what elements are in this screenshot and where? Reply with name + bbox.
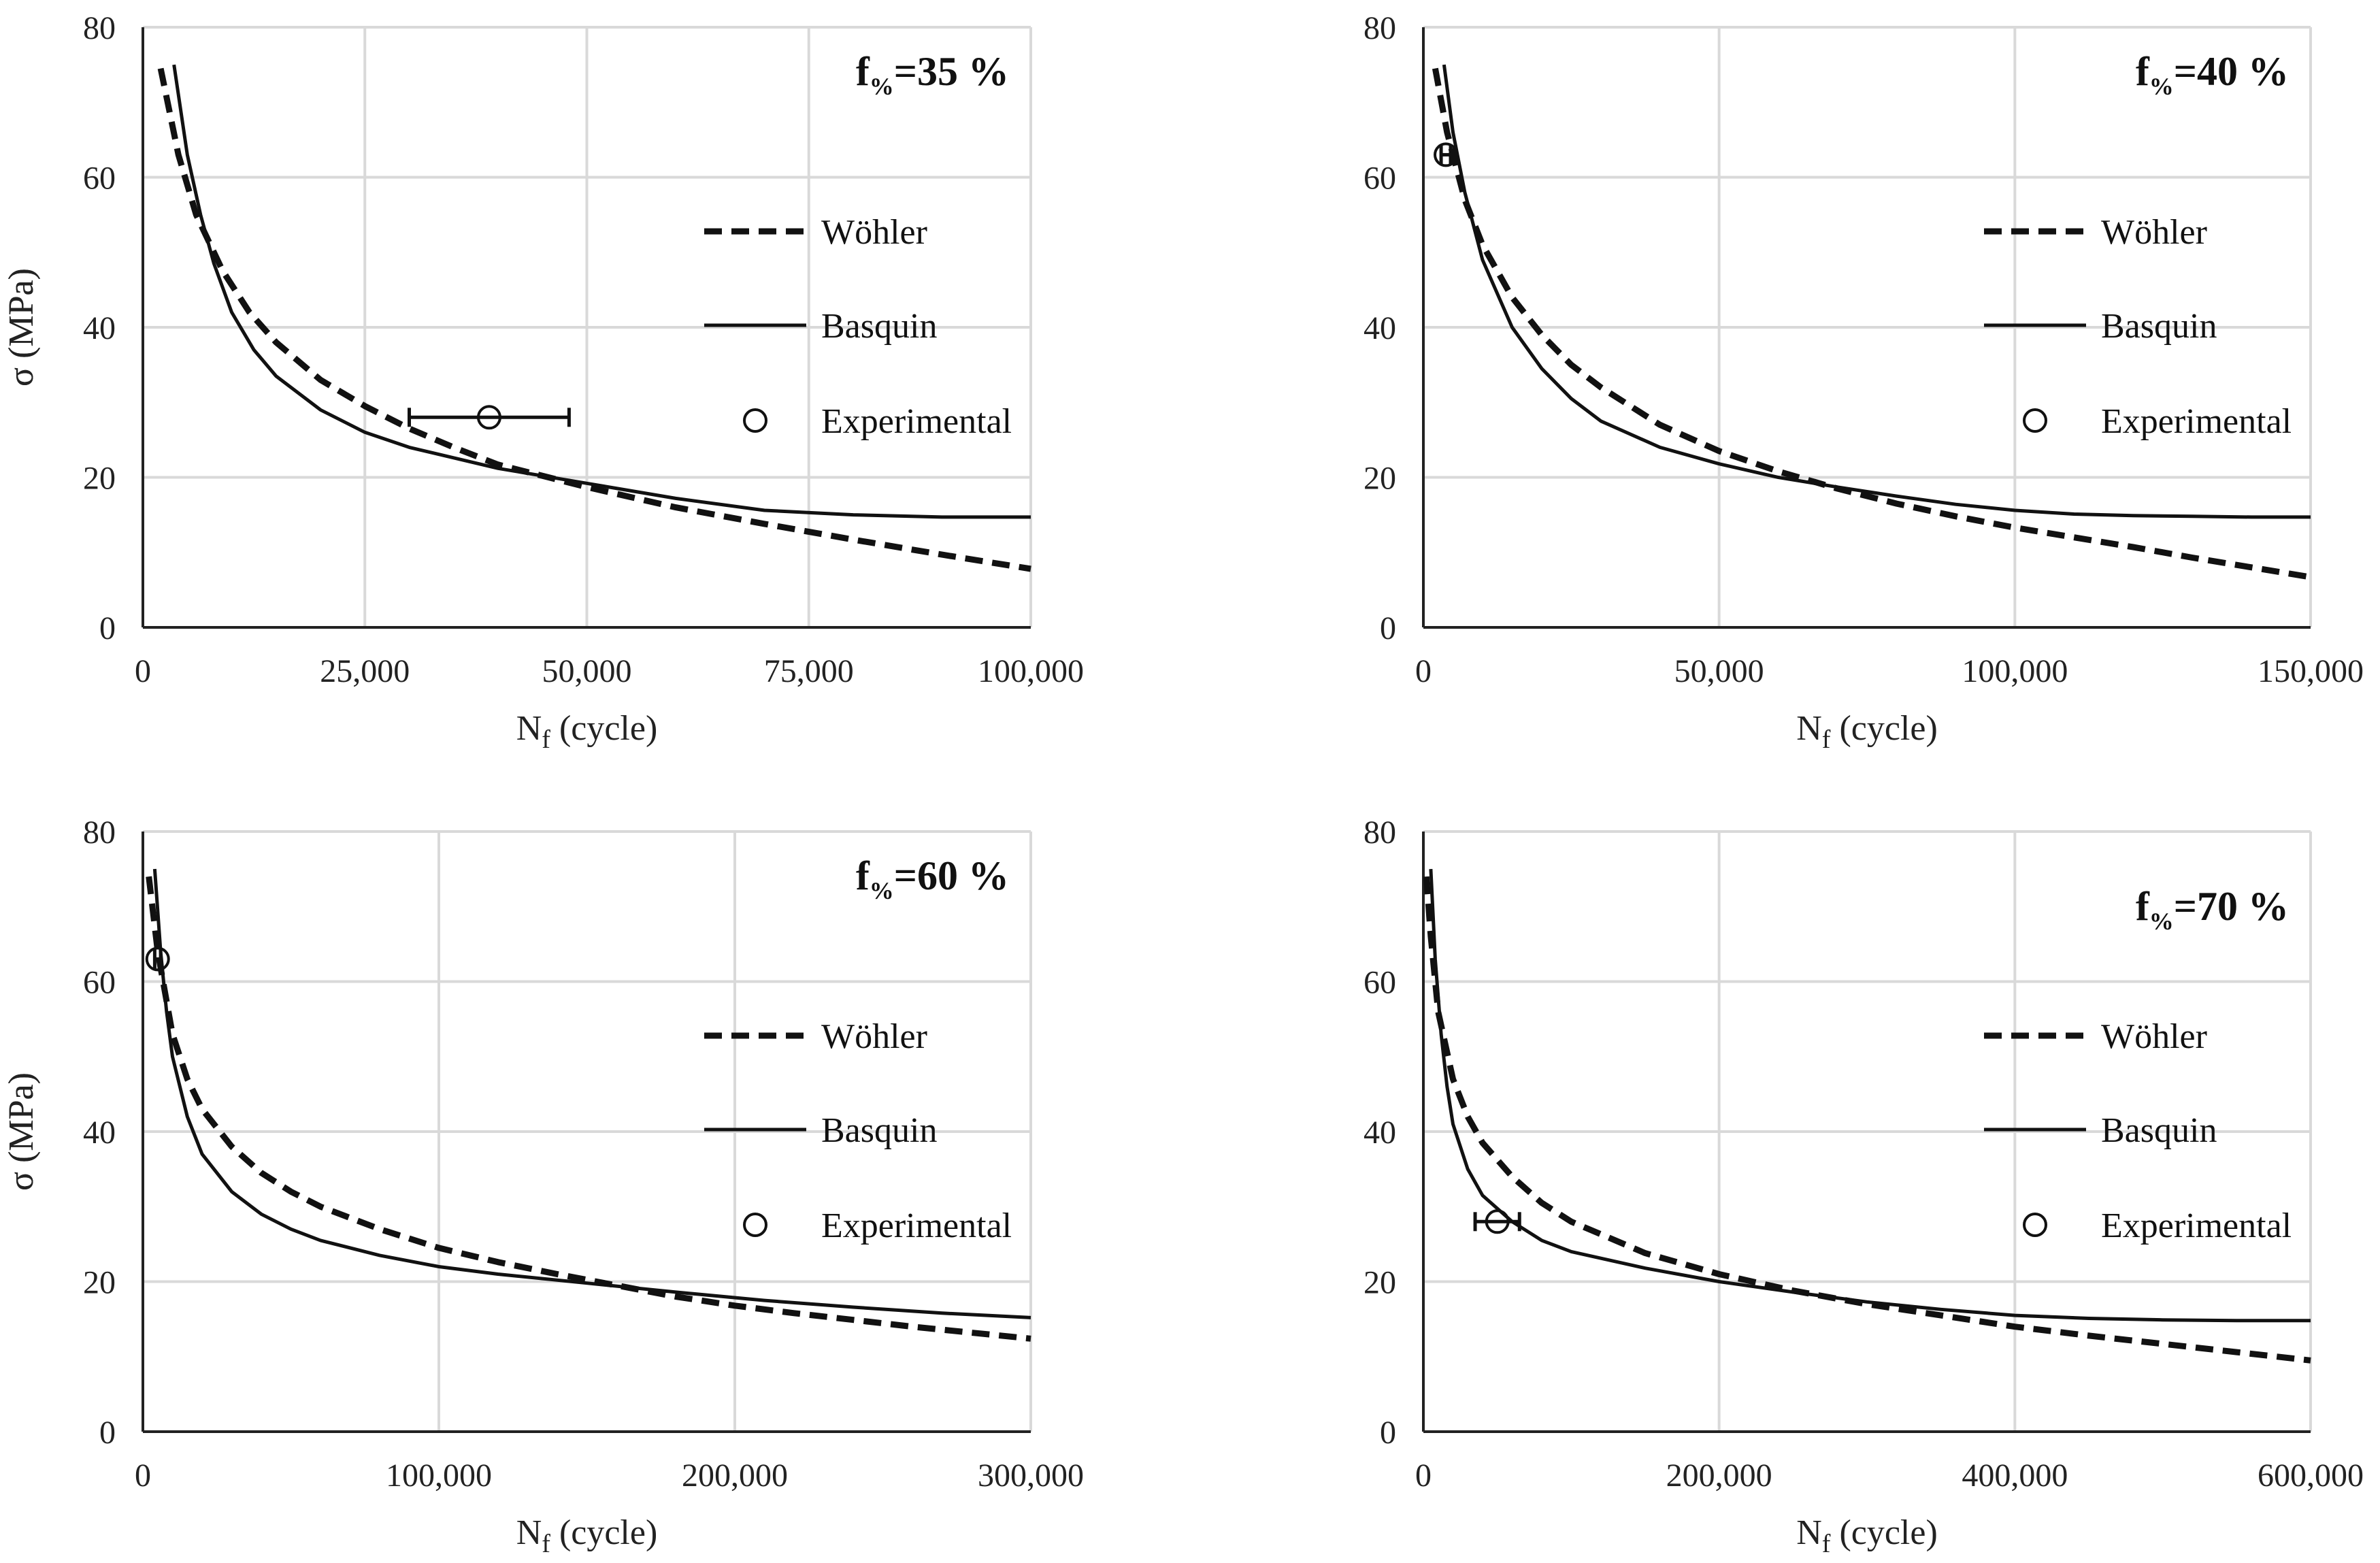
legend-wohler: Wöhler: [821, 213, 927, 252]
legend-experimental-swatch: [2023, 408, 2047, 433]
chart-panel-4: 0 200,000 400,000 600,000 0 20 40 60 80 Nf (cycle…: [2, 815, 2364, 1558]
wohler-curve: [157, 67, 1031, 572]
basquin-curve: [172, 64, 1031, 519]
x-tick-label: 300,000: [978, 1458, 1084, 1494]
chart-panel-3: 0 100,000 200,000 300,000 0 20 40 60 80 Nf (cycle…: [2, 815, 1084, 1558]
y-tick-label: 20: [1363, 461, 1396, 497]
x-axis-title: Nf (cycle): [1796, 1513, 1938, 1558]
experimental-point: [1485, 1209, 1510, 1234]
experimental-point: [145, 947, 170, 972]
chart-panel-1: 0 25,000 50,000 75,000 100,000 0 20 40 60 80 Nf (c…: [2, 10, 1084, 754]
chart-panel-2: 0 50,000 100,000 150,000 0 20 40 60 80 Nf (cycle)…: [2, 10, 2364, 754]
y-tick-label: 20: [83, 1265, 116, 1301]
y-axis-title: σ (MPa): [2, 268, 41, 386]
x-tick-label: 0: [1415, 653, 1432, 689]
panel-title: f%=40 %: [2136, 49, 2289, 100]
y-tick-label: 40: [1363, 1115, 1396, 1151]
legend-basquin: Basquin: [821, 1111, 937, 1150]
x-axis-title: Nf (cycle): [516, 1513, 658, 1558]
legend-basquin: Basquin: [821, 307, 937, 346]
legend-wohler: Wöhler: [2101, 1017, 2207, 1056]
x-tick-label: 50,000: [1674, 653, 1764, 689]
y-tick-label: 60: [1363, 965, 1396, 1001]
x-axis-title: Nf (cycle): [1796, 709, 1938, 754]
y-tick-label: 80: [83, 10, 116, 46]
y-tick-label: 20: [83, 461, 116, 497]
wohler-curve: [1432, 67, 2311, 580]
x-tick-label: 200,000: [1666, 1458, 1772, 1494]
legend-wohler: Wöhler: [821, 1017, 927, 1056]
legend-basquin: Basquin: [2101, 307, 2217, 346]
y-tick-label: 80: [83, 815, 116, 851]
legend-experimental: Experimental: [821, 402, 1012, 441]
basquin-curve: [152, 868, 1031, 1319]
x-tick-label: 75,000: [764, 653, 854, 689]
panel-title: f%=35 %: [856, 49, 1009, 100]
y-tick-label: 40: [83, 1115, 116, 1151]
x-tick-label: 0: [135, 1458, 151, 1494]
legend-basquin: Basquin: [2101, 1111, 2217, 1150]
legend-experimental: Experimental: [821, 1206, 1012, 1245]
panel-title: f%=70 %: [2136, 884, 2289, 935]
y-tick-label: 80: [1363, 10, 1396, 46]
y-tick-label: 80: [1363, 815, 1396, 851]
x-tick-label: 100,000: [1962, 653, 2068, 689]
basquin-curve: [1442, 64, 2311, 519]
x-tick-label: 100,000: [978, 653, 1084, 689]
x-tick-label: 0: [1415, 1458, 1432, 1494]
x-tick-label: 50,000: [542, 653, 632, 689]
y-tick-label: 0: [1380, 610, 1396, 646]
experimental-point: [476, 405, 501, 430]
legend-experimental: Experimental: [2101, 1206, 2292, 1245]
legend-experimental-swatch: [743, 408, 767, 433]
y-tick-label: 40: [1363, 310, 1396, 346]
y-tick-label: 60: [1363, 161, 1396, 197]
y-axis-title: σ (MPa): [2, 1072, 41, 1191]
x-tick-label: 400,000: [1962, 1458, 2068, 1494]
legend-wohler: Wöhler: [2101, 213, 2207, 252]
legend-experimental: Experimental: [2101, 402, 2292, 441]
y-axis-title: σ (MPa): [2, 1072, 41, 1191]
y-tick-label: 60: [83, 161, 116, 197]
y-tick-label: 0: [99, 1415, 116, 1451]
y-axis-title: σ (MPa): [2, 268, 41, 386]
x-tick-label: 100,000: [386, 1458, 492, 1494]
wohler-curve: [146, 876, 1031, 1342]
y-tick-label: 0: [99, 610, 116, 646]
legend-experimental-swatch: [2023, 1213, 2047, 1237]
x-axis-title: Nf (cycle): [516, 709, 658, 754]
x-tick-label: 600,000: [2258, 1458, 2364, 1494]
panel-title: f%=60 %: [856, 853, 1009, 904]
x-tick-label: 25,000: [320, 653, 410, 689]
y-tick-label: 60: [83, 965, 116, 1001]
y-tick-label: 20: [1363, 1265, 1396, 1301]
basquin-curve: [1429, 868, 2311, 1323]
x-tick-label: 0: [135, 653, 151, 689]
x-tick-label: 200,000: [682, 1458, 788, 1494]
wohler-curve: [1423, 876, 2311, 1364]
experimental-point: [1434, 142, 1459, 167]
y-tick-label: 40: [83, 310, 116, 346]
y-tick-label: 0: [1380, 1415, 1396, 1451]
x-tick-label: 150,000: [2258, 653, 2364, 689]
legend-experimental-swatch: [743, 1213, 767, 1237]
